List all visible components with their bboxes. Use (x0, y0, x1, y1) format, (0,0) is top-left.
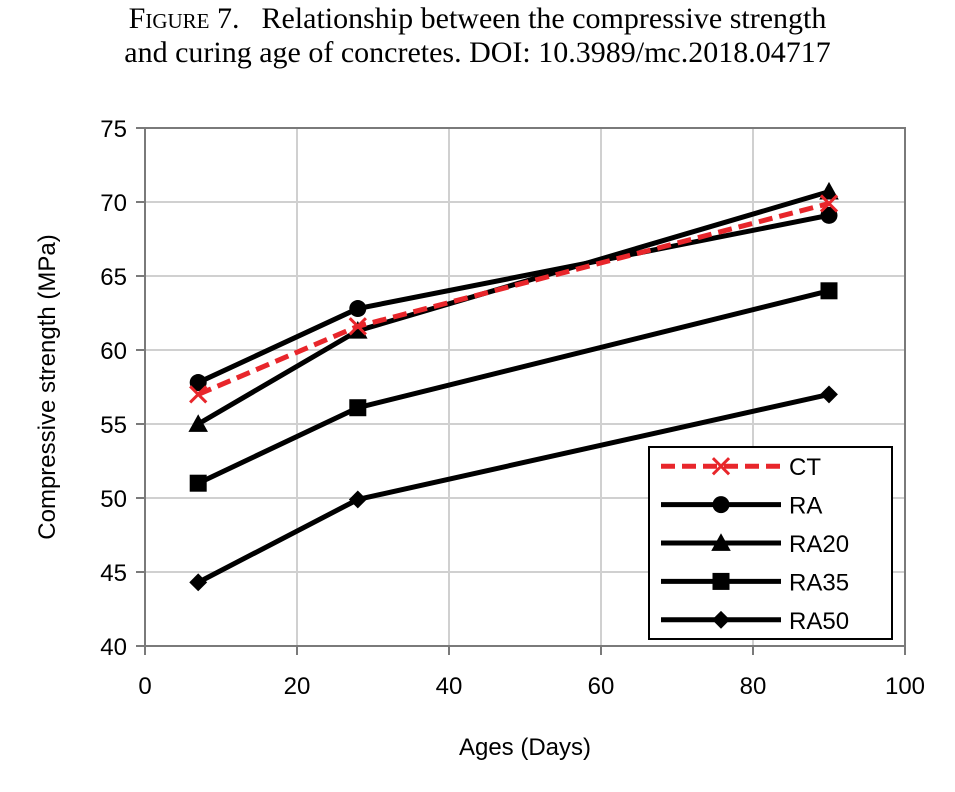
caption-line-1: Figure 7. Relationship between the compre… (0, 2, 955, 36)
y-tick-label: 40 (100, 634, 127, 661)
data-point-ra20 (188, 414, 208, 432)
data-point-ra (820, 206, 838, 224)
x-stroke (819, 194, 839, 213)
legend-label-ra35: RA35 (789, 569, 849, 596)
data-point-ra20 (348, 320, 368, 339)
legend-item-ra50: RA50 (661, 608, 849, 635)
legend-label-ra20: RA20 (789, 531, 849, 558)
x-stroke (189, 385, 208, 404)
series-line-ra (197, 212, 830, 385)
x-tick-label: 80 (740, 673, 767, 700)
y-tick-label: 65 (100, 264, 127, 291)
legend-marker-ra35 (712, 572, 730, 590)
series-line-ra20 (196, 189, 830, 427)
plot-frame (144, 127, 906, 647)
legend-label-ra: RA (789, 493, 822, 520)
data-point-ra (189, 374, 207, 392)
x-tick-label: 60 (588, 673, 615, 700)
axis-ticks: 40 45 50 55 60 65 70 75 0 20 40 60 80 100 (100, 116, 925, 700)
y-tick-label: 75 (100, 116, 127, 143)
y-tick-label: 55 (100, 412, 127, 439)
y-axis-title: Compressive strength (MPa) (34, 234, 61, 539)
series-ra35 (189, 282, 838, 492)
data-point-ct (819, 194, 839, 213)
legend-marker-ra20 (711, 533, 731, 551)
legend-item-ra35: RA35 (661, 569, 849, 596)
caption-line-2: and curing age of concretes. DOI: 10.398… (124, 36, 831, 69)
legend-marker-ra50 (712, 610, 730, 629)
x-tick-label: 0 (138, 673, 151, 700)
legend: CT RA RA20 RA35 RA50 (648, 446, 893, 640)
data-point-ra (349, 300, 367, 318)
figure-label: Figure 7. (128, 2, 240, 35)
data-point-ra20 (819, 181, 839, 200)
legend-label-ct: CT (789, 454, 821, 481)
data-point-ct (348, 317, 367, 336)
figure-caption: Figure 7. Relationship between the compre… (0, 2, 955, 70)
data-point-ra35 (349, 399, 367, 417)
y-tick-label: 45 (100, 560, 127, 587)
x-tick-label: 20 (284, 673, 311, 700)
y-tick-label: 50 (100, 486, 127, 513)
x-stroke (348, 317, 367, 336)
legend-item-ra: RA (661, 493, 822, 520)
legend-item-ra20: RA20 (661, 531, 849, 558)
data-point-ra35 (189, 474, 207, 492)
x-axis-title: Ages (Days) (459, 734, 591, 761)
data-point-ra50 (820, 385, 838, 404)
y-tick-label: 70 (100, 190, 127, 217)
x-tick-label: 100 (885, 673, 925, 700)
legend-marker-ra (712, 496, 730, 514)
data-point-ra35 (820, 282, 838, 300)
series-ra20 (188, 181, 839, 432)
x-stroke (711, 457, 731, 476)
legend-label-ra50: RA50 (789, 608, 849, 635)
legend-item-ct: CT (661, 454, 821, 481)
data-point-ra50 (348, 490, 367, 509)
x-tick-label: 40 (436, 673, 463, 700)
legend-marker-ct (711, 457, 731, 476)
y-tick-label: 60 (100, 338, 127, 365)
series-ra50 (189, 385, 838, 592)
caption-text-1: Relationship between the compressive str… (261, 2, 827, 35)
data-point-ra50 (189, 573, 208, 592)
series-ct (189, 194, 839, 404)
data-point-ct (189, 385, 208, 404)
series-ra (189, 206, 838, 392)
